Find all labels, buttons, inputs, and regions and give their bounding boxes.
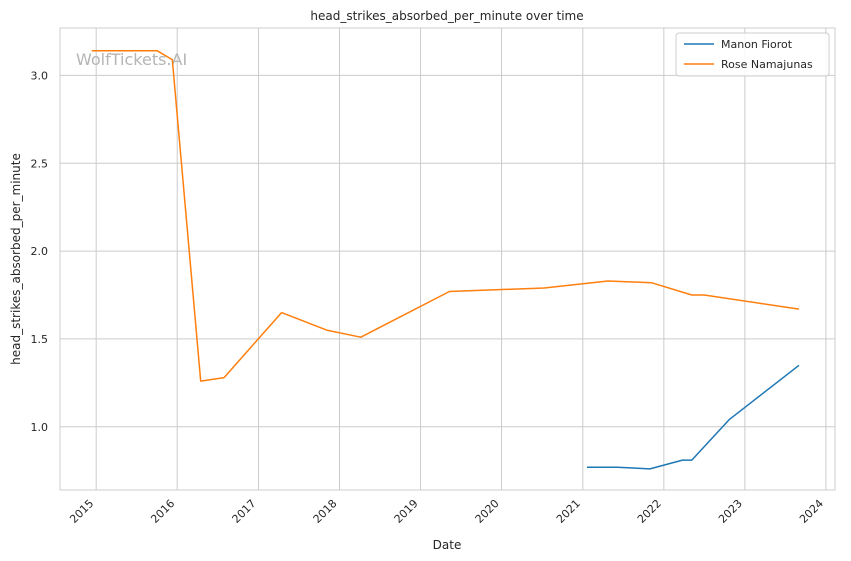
x-tick-label: 2023 <box>716 497 745 526</box>
y-tick-labels: 1.0 1.5 2.0 2.5 3.0 <box>31 69 49 433</box>
y-tick-label: 1.5 <box>31 333 49 346</box>
x-gridlines <box>95 28 827 490</box>
x-tick-label: 2017 <box>230 497 259 526</box>
x-tick-labels: 2015 2016 2017 2018 2019 2020 2021 2022 2023 2024 <box>67 497 826 526</box>
plot-area-frame <box>59 27 836 491</box>
y-tick-label: 3.0 <box>31 69 49 82</box>
y-axis-label: head_strikes_absorbed_per_minute <box>9 153 23 365</box>
chart-title: head_strikes_absorbed_per_minute over ti… <box>310 9 583 23</box>
x-tick-label: 2018 <box>311 497 340 526</box>
legend-label-rose-namajunas: Rose Namajunas <box>721 58 813 71</box>
x-tick-label: 2016 <box>148 497 177 526</box>
x-tick-label: 2015 <box>67 497 96 526</box>
series-line-manon-fiorot <box>587 364 800 470</box>
series-layer <box>91 50 800 470</box>
y-tick-label: 2.0 <box>31 245 49 258</box>
x-tick-label: 2020 <box>473 497 502 526</box>
legend-label-manon-fiorot: Manon Fiorot <box>721 38 793 51</box>
x-axis-label: Date <box>433 538 462 552</box>
x-tick-label: 2022 <box>635 497 664 526</box>
legend: Manon Fiorot Rose Namajunas <box>675 32 830 77</box>
x-tick-label: 2019 <box>392 497 421 526</box>
y-gridlines <box>60 74 835 428</box>
y-tick-label: 1.0 <box>31 421 49 434</box>
x-tick-label: 2021 <box>554 497 583 526</box>
series-line-rose-namajunas <box>91 50 800 382</box>
y-tick-label: 2.5 <box>31 157 49 170</box>
x-tick-label: 2024 <box>797 497 826 526</box>
watermark: WolfTickets.AI <box>76 50 187 69</box>
legend-box <box>675 32 830 77</box>
